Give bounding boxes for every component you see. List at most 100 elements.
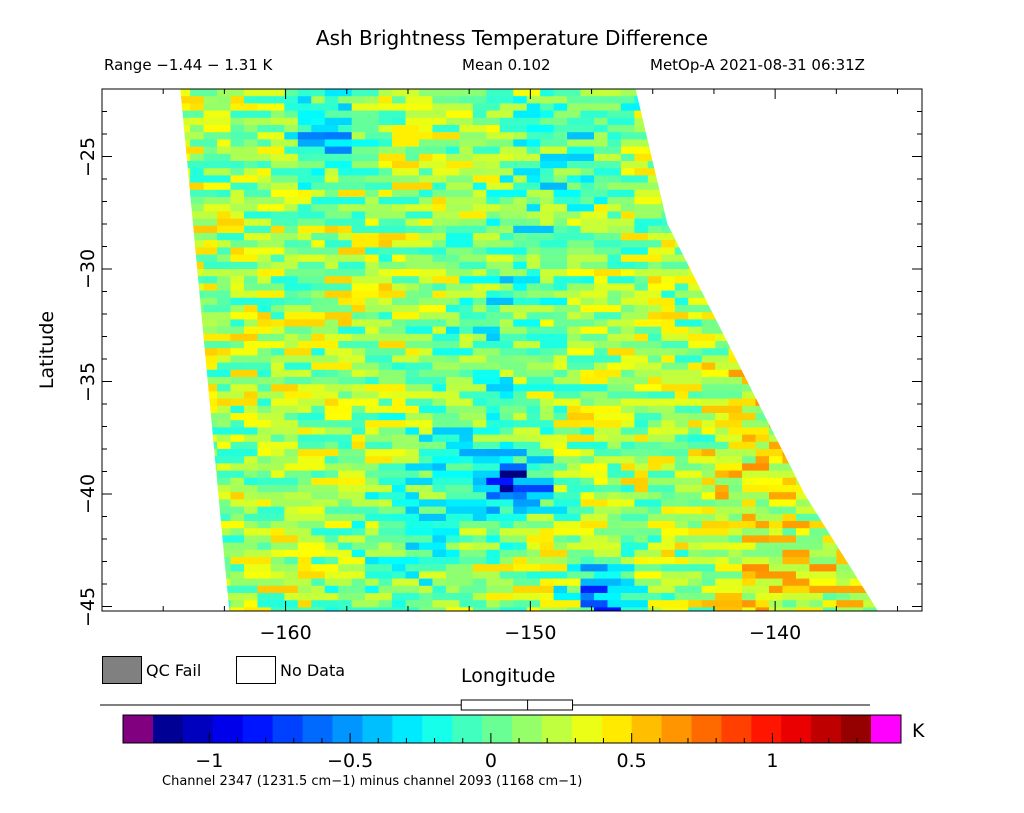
- heatmap-cell: [270, 297, 285, 306]
- heatmap-cell: [553, 168, 582, 176]
- heatmap-cell: [620, 103, 662, 112]
- no-data-label: No Data: [280, 661, 346, 680]
- mean-label: Mean 0.102: [462, 56, 551, 74]
- colorbar-segment: [541, 715, 573, 743]
- heatmap-cell: [180, 578, 191, 587]
- heatmap-cell: [459, 535, 474, 544]
- heatmap-cell: [180, 485, 218, 493]
- heatmap-cell: [270, 348, 285, 356]
- heatmap-cell: [472, 132, 487, 140]
- heatmap-cell: [607, 362, 622, 371]
- heatmap-cell: [782, 413, 797, 421]
- heatmap-cell: [849, 204, 878, 212]
- heatmap-cell: [769, 254, 797, 263]
- heatmap-cell: [836, 175, 864, 184]
- heatmap-cell: [513, 283, 528, 292]
- heatmap-cell: [728, 542, 757, 551]
- heatmap-cell: [917, 543, 945, 551]
- heatmap-cell: [917, 557, 945, 565]
- heatmap-cell: [284, 89, 299, 97]
- heatmap-cell: [674, 240, 689, 248]
- heatmap-cell: [594, 607, 622, 611]
- heatmap-cell: [217, 542, 259, 551]
- heatmap-cell: [243, 521, 259, 529]
- colorbar-tick-label: 1: [766, 750, 779, 772]
- heatmap-cell: [297, 132, 326, 140]
- satellite-timestamp: MetOp-A 2021-08-31 06:31Z: [650, 56, 865, 74]
- heatmap-cell: [795, 110, 811, 119]
- heatmap-cell: [715, 341, 743, 349]
- heatmap-cell: [917, 456, 931, 464]
- heatmap-cell: [526, 189, 555, 198]
- heatmap-cell: [607, 456, 635, 464]
- heatmap-cell: [620, 297, 649, 306]
- heatmap-cell: [755, 513, 784, 522]
- heatmap-cell: [917, 521, 945, 529]
- heatmap-cell: [311, 369, 326, 378]
- heatmap-cell: [297, 384, 326, 392]
- heatmap-cell: [432, 521, 460, 529]
- heatmap-cell: [257, 470, 272, 479]
- heatmap-cell: [836, 521, 851, 529]
- heatmap-cell: [338, 485, 366, 493]
- heatmap-cell: [405, 146, 447, 155]
- heatmap-cell: [688, 189, 716, 198]
- heatmap-cell: [190, 254, 218, 263]
- heatmap-cell: [728, 182, 757, 191]
- heatmap-cell: [513, 506, 528, 515]
- heatmap-cell: [243, 125, 259, 133]
- heatmap-cell: [190, 571, 205, 580]
- heatmap-cell: [270, 189, 299, 198]
- heatmap-cell: [243, 535, 259, 544]
- heatmap-cell: [863, 225, 878, 234]
- colorbar-frame: [122, 714, 902, 744]
- heatmap-cell: [338, 369, 353, 378]
- heatmap-cell: [863, 110, 878, 119]
- heatmap-cell: [540, 175, 555, 184]
- heatmap-cell: [755, 139, 770, 148]
- heatmap-cell: [257, 585, 299, 594]
- heatmap-cell: [418, 593, 434, 601]
- heatmap-cell: [324, 312, 353, 320]
- heatmap-cell: [580, 189, 609, 198]
- heatmap-cell: [917, 406, 958, 414]
- heatmap-cell: [917, 147, 931, 155]
- heatmap-cell: [365, 348, 380, 356]
- heatmap-cell: [742, 362, 770, 371]
- heatmap-cell: [459, 369, 474, 378]
- heatmap-cell: [365, 492, 380, 500]
- heatmap-cell: [661, 593, 676, 601]
- heatmap-cell: [499, 521, 514, 529]
- heatmap-cell: [190, 153, 205, 162]
- heatmap-cell: [392, 89, 420, 97]
- heatmap-cell: [243, 319, 259, 328]
- heatmap-cell: [257, 441, 285, 450]
- heatmap-cell: [917, 449, 945, 457]
- qc-fail-label: QC Fail: [146, 661, 202, 680]
- heatmap-cell: [822, 189, 851, 198]
- heatmap-cell: [580, 305, 622, 313]
- heatmap-cell: [180, 233, 191, 241]
- heatmap-cell: [486, 182, 514, 191]
- heatmap-cell: [203, 276, 218, 284]
- heatmap-cell: [180, 175, 191, 184]
- heatmap-cell: [849, 549, 878, 558]
- heatmap-cell: [795, 146, 824, 155]
- heatmap-cell: [809, 139, 851, 148]
- heatmap-cell: [715, 513, 730, 522]
- heatmap-cell: [742, 434, 757, 443]
- heatmap-cell: [217, 456, 245, 464]
- heatmap-cell: [620, 153, 635, 162]
- heatmap-cell: [513, 240, 541, 248]
- heatmap-cell: [432, 348, 474, 356]
- heatmap-cell: [661, 125, 676, 133]
- heatmap-cell: [365, 319, 393, 328]
- heatmap-cell: [822, 254, 837, 263]
- heatmap-cell: [688, 564, 716, 572]
- heatmap-cell: [553, 420, 582, 428]
- heatmap-cell: [755, 283, 770, 292]
- heatmap-cell: [472, 571, 501, 580]
- heatmap-cell: [674, 557, 689, 565]
- heatmap-cell: [769, 225, 797, 234]
- heatmap-cell: [378, 506, 407, 515]
